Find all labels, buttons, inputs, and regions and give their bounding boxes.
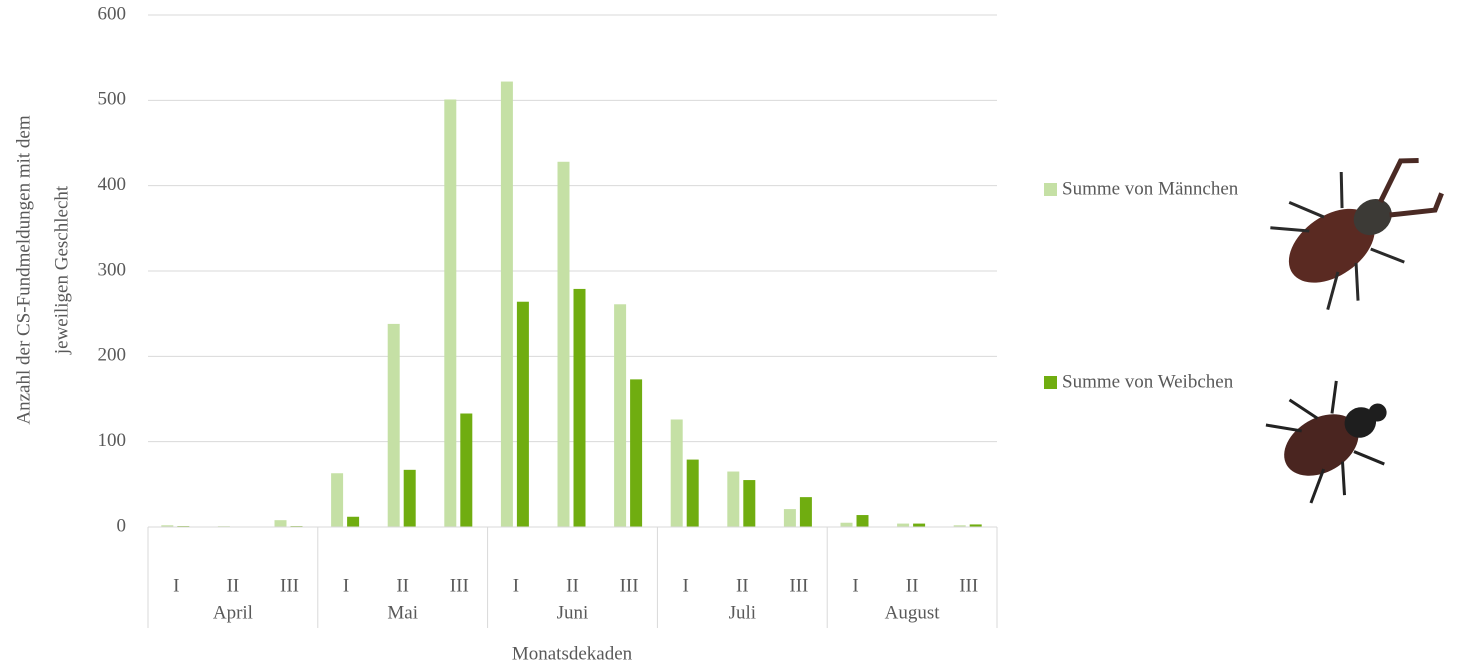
bar — [841, 523, 853, 527]
group-label: Juni — [557, 602, 589, 623]
legend-label: Summe von Männchen — [1062, 178, 1239, 199]
group-label: Mai — [387, 602, 418, 623]
bar — [388, 324, 400, 527]
beetle-male — [1258, 128, 1459, 323]
bar — [574, 289, 586, 527]
bar — [913, 524, 925, 527]
x-tick-label: I — [343, 575, 349, 596]
y-axis-title: Anzahl der CS-Fundmeldungen mit dem — [13, 115, 34, 424]
bar — [800, 497, 812, 527]
group-label: Juli — [729, 602, 756, 623]
bar — [275, 520, 287, 527]
x-tick-label: III — [450, 575, 469, 596]
x-tick-label: I — [852, 575, 858, 596]
group-label: April — [213, 602, 253, 623]
bar — [857, 515, 869, 527]
bar — [404, 470, 416, 527]
y-tick-label: 300 — [98, 259, 127, 280]
legend-swatch — [1044, 183, 1057, 196]
bar — [614, 304, 626, 527]
x-axis-title: Monatsdekaden — [512, 643, 633, 664]
y-axis-title: jeweiligen Geschlecht — [51, 185, 72, 355]
bar — [444, 99, 456, 527]
bar — [347, 517, 359, 527]
y-tick-label: 100 — [98, 430, 127, 451]
y-tick-label: 0 — [117, 515, 127, 536]
bar — [727, 472, 739, 527]
bar — [743, 480, 755, 527]
x-tick-label: III — [959, 575, 978, 596]
bar — [331, 473, 343, 527]
bar — [630, 379, 642, 527]
legend-label: Summe von Weibchen — [1062, 371, 1234, 392]
y-tick-label: 600 — [98, 3, 127, 24]
x-tick-label: III — [620, 575, 639, 596]
x-tick-label: II — [396, 575, 409, 596]
y-tick-label: 500 — [98, 89, 127, 110]
x-tick-label: I — [683, 575, 689, 596]
bar — [784, 509, 796, 527]
x-tick-label: III — [280, 575, 299, 596]
bar — [671, 419, 683, 527]
group-label: August — [885, 602, 941, 623]
x-tick-label: I — [173, 575, 179, 596]
bar — [897, 524, 909, 527]
y-tick-label: 400 — [98, 174, 127, 195]
bar — [687, 460, 699, 527]
bar — [501, 82, 513, 527]
beetle-female — [1259, 360, 1413, 512]
x-tick-label: II — [227, 575, 240, 596]
bar — [558, 162, 570, 527]
x-tick-label: II — [736, 575, 749, 596]
chart: Monatsdekaden 0 100 200 300 400 500 600 Anzahl … — [0, 0, 1459, 666]
bar — [460, 414, 472, 527]
x-tick-label: II — [566, 575, 579, 596]
x-tick-label: III — [789, 575, 808, 596]
x-tick-label: I — [513, 575, 519, 596]
x-tick-label: II — [906, 575, 919, 596]
y-tick-label: 200 — [98, 345, 127, 366]
bar — [517, 302, 529, 527]
legend-swatch — [1044, 376, 1057, 389]
